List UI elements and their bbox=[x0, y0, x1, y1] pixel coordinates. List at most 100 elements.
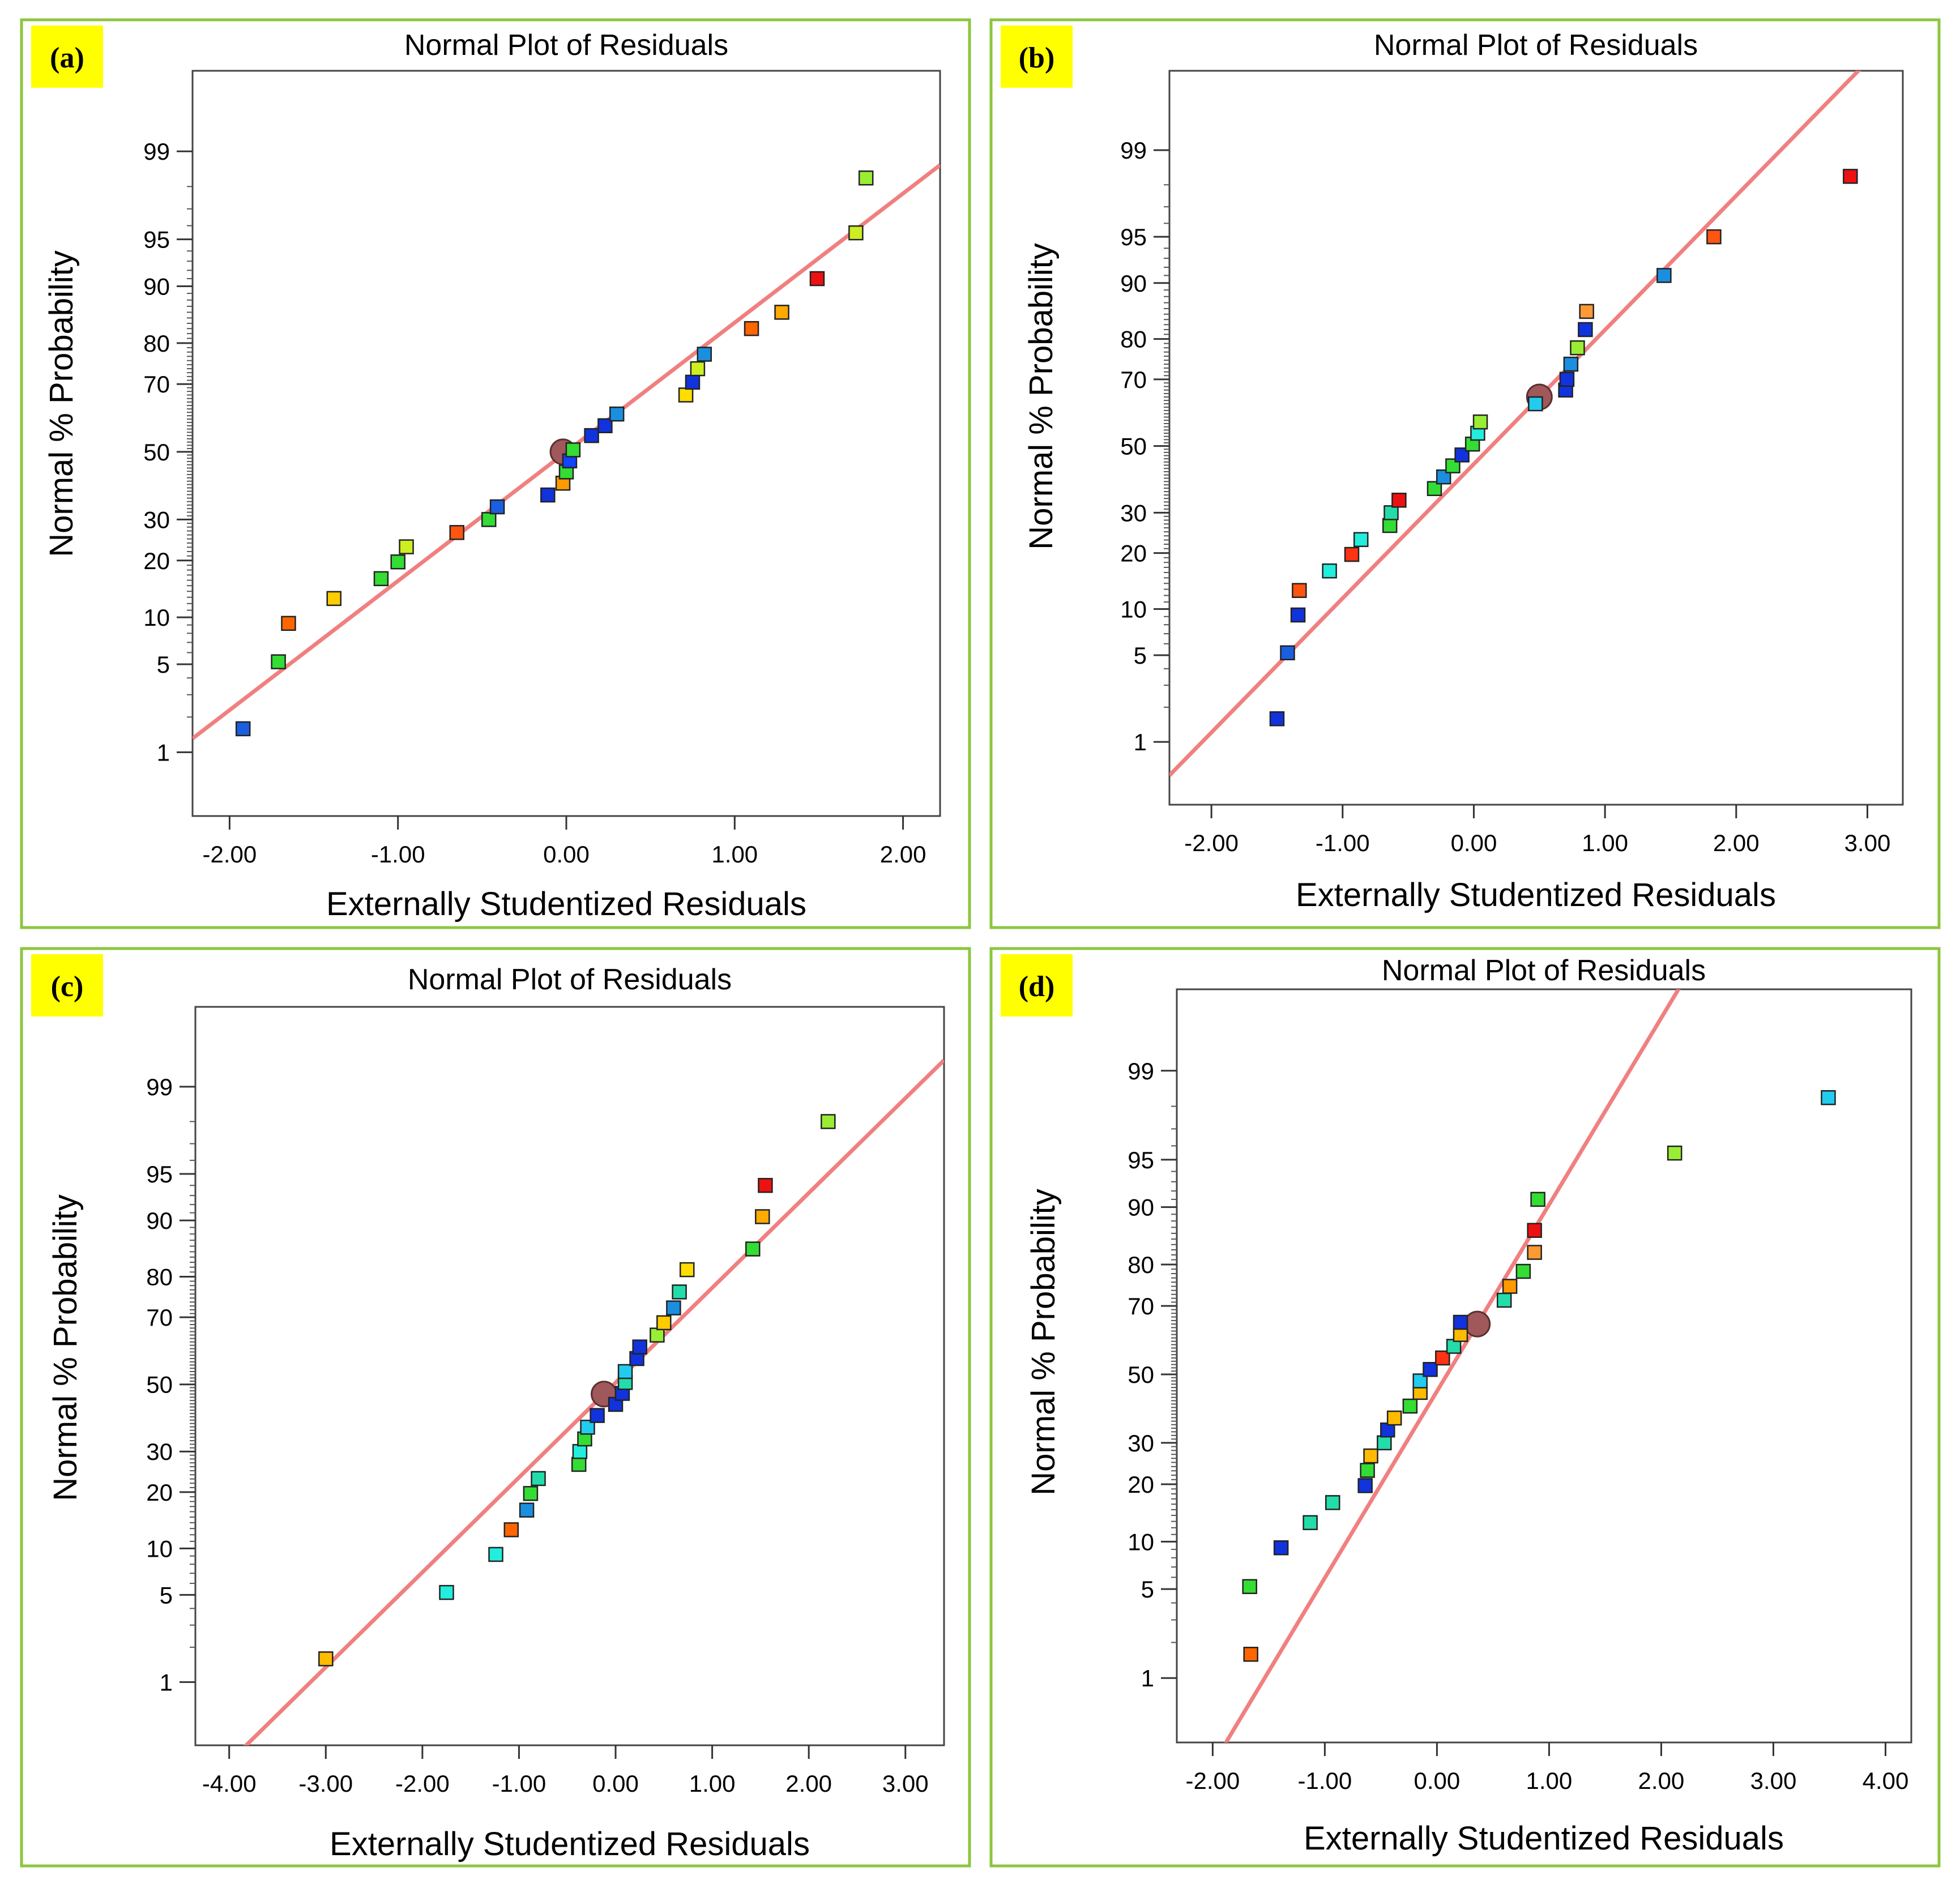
y-tick-label: 20 bbox=[143, 548, 170, 574]
data-point bbox=[650, 1327, 665, 1343]
y-tick-label: 70 bbox=[146, 1304, 173, 1331]
y-tick-label: 80 bbox=[1120, 326, 1147, 353]
data-point bbox=[281, 616, 296, 631]
y-tick-label: 90 bbox=[143, 274, 170, 300]
y-tick-label: 1 bbox=[1134, 729, 1147, 755]
fit-line bbox=[1223, 989, 1681, 1742]
x-tick-label: -2.00 bbox=[203, 841, 257, 868]
data-point bbox=[489, 499, 505, 515]
data-point bbox=[235, 721, 251, 737]
y-tick-label: 20 bbox=[146, 1479, 173, 1506]
y-tick-label: 5 bbox=[160, 1582, 173, 1608]
y-tick-label: 50 bbox=[146, 1372, 173, 1398]
data-point bbox=[1290, 607, 1306, 623]
x-tick-label: 0.00 bbox=[1414, 1767, 1461, 1794]
data-point bbox=[1527, 1245, 1542, 1260]
y-tick-label: 10 bbox=[1120, 596, 1147, 622]
y-tick-label: 99 bbox=[1120, 137, 1147, 164]
x-tick-label: -1.00 bbox=[492, 1770, 546, 1797]
x-tick-label: -2.00 bbox=[1185, 1767, 1240, 1794]
data-point bbox=[399, 539, 414, 554]
y-tick-label: 95 bbox=[1120, 224, 1147, 250]
data-point bbox=[481, 512, 497, 527]
x-tick-label: 1.00 bbox=[1582, 830, 1628, 856]
x-tick-label: -2.00 bbox=[1184, 830, 1239, 856]
data-point bbox=[858, 170, 874, 186]
x-tick-label: 4.00 bbox=[1863, 1767, 1909, 1794]
x-tick-label: 2.00 bbox=[1713, 830, 1760, 856]
x-tick-label: -3.00 bbox=[298, 1770, 353, 1797]
data-point bbox=[1496, 1292, 1512, 1308]
data-point bbox=[519, 1502, 535, 1518]
data-point bbox=[449, 525, 465, 540]
x-tick-label: 1.00 bbox=[711, 841, 758, 868]
y-tick-label: 95 bbox=[146, 1161, 173, 1188]
fit-line bbox=[243, 1058, 944, 1745]
data-point bbox=[848, 225, 864, 241]
data-point bbox=[1322, 563, 1337, 579]
data-point bbox=[1303, 1515, 1318, 1531]
x-tick-label: 2.00 bbox=[880, 841, 926, 868]
y-tick-label: 99 bbox=[146, 1074, 173, 1100]
x-tick-label: 0.00 bbox=[592, 1770, 639, 1797]
data-point bbox=[617, 1364, 633, 1379]
data-point bbox=[632, 1339, 647, 1355]
y-tick-label: 30 bbox=[1128, 1430, 1154, 1456]
y-tick-label: 99 bbox=[143, 138, 170, 165]
y-tick-label: 1 bbox=[157, 739, 170, 766]
x-tick-label: 3.00 bbox=[882, 1770, 929, 1797]
data-point bbox=[1383, 505, 1399, 520]
data-point bbox=[1528, 396, 1543, 412]
chart-title: Normal Plot of Residuals bbox=[404, 29, 728, 62]
data-point bbox=[1559, 371, 1575, 387]
panel-tag: (b) bbox=[1019, 42, 1055, 74]
data-point bbox=[590, 1408, 605, 1423]
y-tick-label: 80 bbox=[146, 1263, 173, 1290]
data-point bbox=[488, 1547, 503, 1562]
y-tick-label: 90 bbox=[1120, 270, 1147, 297]
data-point bbox=[271, 654, 286, 669]
data-point bbox=[1357, 1478, 1373, 1493]
data-points bbox=[235, 170, 874, 737]
data-point bbox=[821, 1114, 836, 1129]
data-point bbox=[1391, 493, 1407, 508]
y-tick-label: 5 bbox=[1134, 642, 1147, 669]
y-tick-label: 70 bbox=[1128, 1293, 1154, 1319]
x-axis-label: Externally Studentized Residuals bbox=[330, 1826, 810, 1863]
y-axis-label: Normal % Probability bbox=[43, 250, 80, 557]
plot-area bbox=[1176, 988, 1912, 1744]
panel-frame bbox=[20, 947, 971, 1868]
data-point bbox=[1502, 1279, 1518, 1294]
data-point bbox=[1656, 268, 1672, 283]
panel-frame bbox=[989, 947, 1941, 1868]
x-tick-label: -1.00 bbox=[371, 841, 425, 868]
data-point bbox=[1579, 304, 1594, 319]
x-axis-label: Externally Studentized Residuals bbox=[1304, 1820, 1784, 1857]
data-point bbox=[503, 1522, 519, 1537]
data-point bbox=[1269, 711, 1285, 727]
data-point bbox=[1402, 1398, 1418, 1414]
x-tick-label: 2.00 bbox=[1638, 1767, 1685, 1794]
panel-frame bbox=[20, 18, 971, 929]
data-point bbox=[1360, 1463, 1375, 1478]
panel-tag-box bbox=[31, 954, 103, 1016]
y-tick-label: 1 bbox=[160, 1669, 173, 1695]
data-point bbox=[1325, 1495, 1340, 1510]
data-point bbox=[584, 428, 599, 443]
data-points bbox=[1242, 1090, 1836, 1662]
data-point bbox=[1292, 583, 1307, 598]
x-tick-label: -1.00 bbox=[1298, 1767, 1352, 1794]
data-point bbox=[666, 1300, 681, 1315]
data-point bbox=[1280, 645, 1295, 661]
panel-tag-box bbox=[1001, 954, 1073, 1016]
chart-title: Normal Plot of Residuals bbox=[1374, 29, 1698, 62]
y-tick-label: 30 bbox=[1120, 499, 1147, 526]
y-tick-label: 1 bbox=[1141, 1665, 1154, 1691]
data-point bbox=[1527, 1223, 1542, 1238]
data-point bbox=[1436, 469, 1451, 485]
panel-frame bbox=[989, 18, 1941, 929]
x-tick-label: -2.00 bbox=[395, 1770, 450, 1797]
panel-tag-box bbox=[1001, 25, 1073, 88]
x-tick-label: -1.00 bbox=[1316, 830, 1370, 856]
data-point bbox=[531, 1471, 546, 1487]
